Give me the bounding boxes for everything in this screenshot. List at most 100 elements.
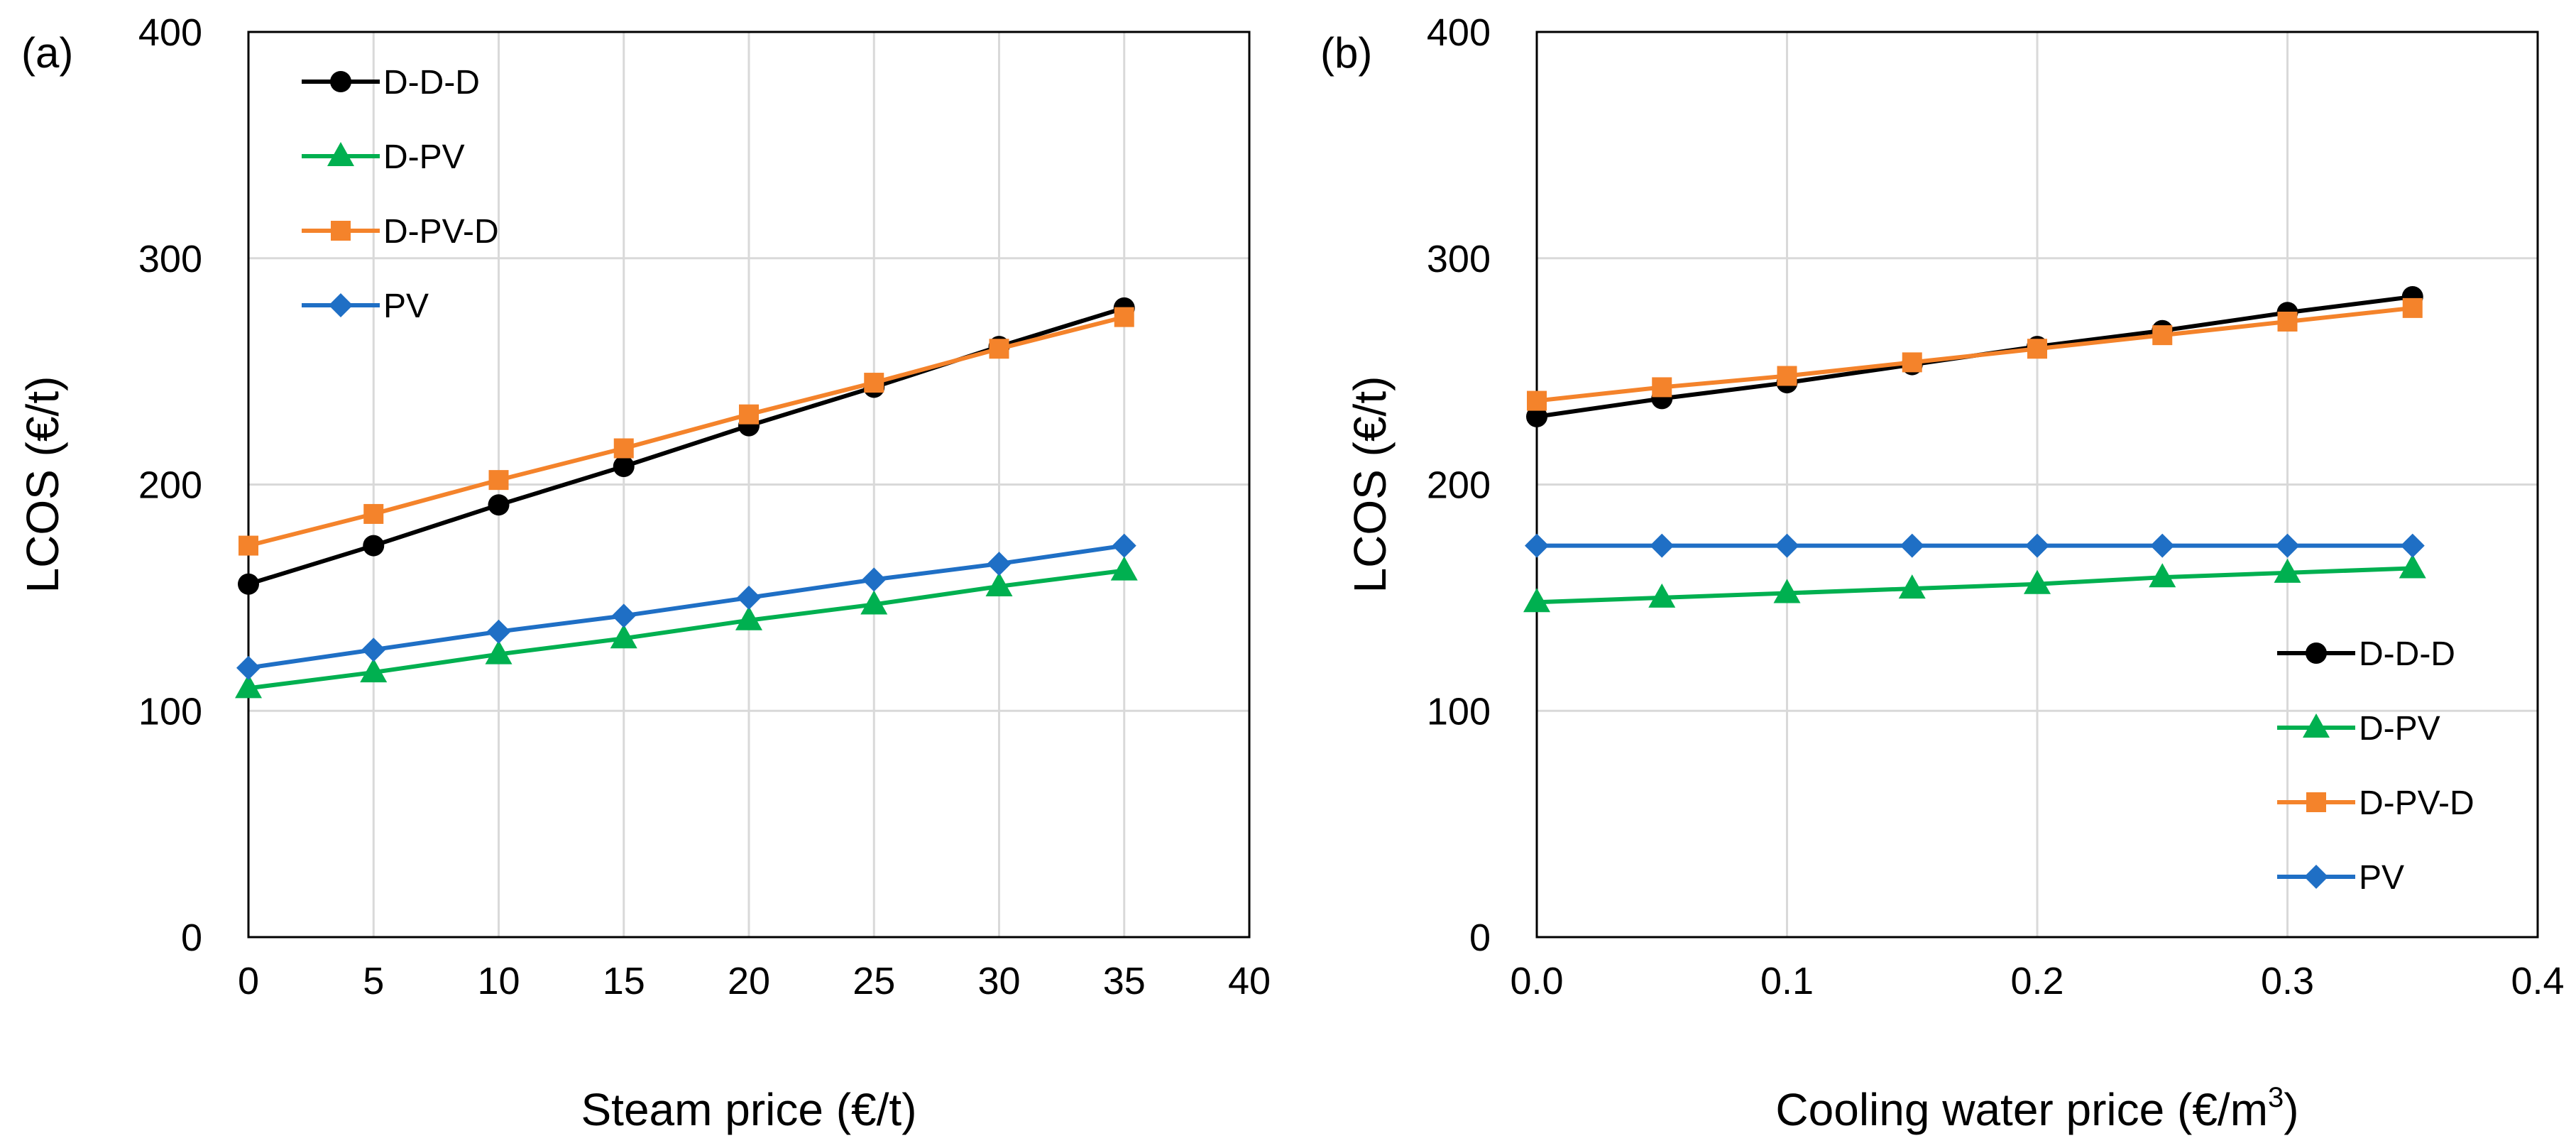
- data-point-1-1-3: [1898, 574, 1926, 599]
- y-tick-label-0-1: 100: [138, 690, 202, 733]
- data-point-0-3-7: [1112, 533, 1136, 558]
- data-point-0-2-6: [989, 339, 1009, 359]
- data-point-0-1-7: [1110, 556, 1138, 581]
- data-point-0-3-5: [862, 567, 887, 592]
- data-point-0-3-0: [236, 655, 261, 680]
- legend-label-0-0: D-D-D: [383, 64, 480, 102]
- legend-0: D-D-D D-PV D-PV-D PV: [302, 64, 499, 325]
- data-point-1-1-6: [2274, 558, 2301, 583]
- y-tick-label-1-3: 300: [1427, 238, 1491, 280]
- legend-marker-1-1: [2303, 713, 2330, 738]
- data-point-1-3-2: [1775, 533, 1799, 558]
- x-tick-label-1-0: 0.0: [1510, 960, 1563, 1002]
- data-point-1-2-5: [2152, 325, 2173, 346]
- series-line-1-1: [1536, 566, 2413, 605]
- data-point-0-2-0: [239, 535, 258, 556]
- data-point-1-3-6: [2275, 533, 2300, 558]
- data-point-0-2-1: [363, 503, 384, 524]
- x-tick-label-0-8: 40: [1228, 960, 1271, 1002]
- data-point-1-1-4: [2024, 569, 2051, 594]
- data-point-0-1-6: [985, 572, 1013, 596]
- data-point-1-2-3: [1902, 352, 1922, 373]
- data-point-0-1-0: [235, 674, 262, 699]
- data-point-0-1-3: [610, 624, 637, 649]
- legend-marker-0-1: [327, 142, 354, 166]
- legend-label-1-3: PV: [2359, 859, 2404, 897]
- data-point-1-1-0: [1523, 588, 1550, 613]
- chart-panel-1: 0.0 0.1 0.2 0.3 0.4 0 100 200 300 400 (b) LCOS (€/t…: [1320, 11, 2565, 1135]
- plot-frame-0: [247, 31, 1251, 939]
- x-tick-label-0-1: 5: [363, 960, 384, 1002]
- series-1-D-PV: [1523, 554, 2426, 613]
- data-point-0-1-2: [485, 640, 513, 665]
- x-tick-label-1-2: 0.2: [2010, 960, 2063, 1002]
- y-tick-label-0-2: 200: [138, 464, 202, 507]
- series-line-1-2: [1536, 305, 2413, 403]
- data-point-0-2-2: [488, 470, 509, 491]
- series-0-D-PV-D: [239, 307, 1134, 556]
- data-point-1-2-1: [1652, 377, 1672, 398]
- legend-marker-0-2: [331, 221, 351, 241]
- y-tick-label-1-0: 0: [1469, 917, 1491, 959]
- data-point-0-3-3: [611, 603, 636, 628]
- data-point-1-1-2: [1773, 579, 1801, 603]
- data-point-1-2-2: [1777, 366, 1797, 386]
- data-point-0-3-1: [361, 638, 386, 662]
- data-point-0-2-3: [613, 438, 634, 459]
- x-tick-label-0-3: 15: [603, 960, 645, 1002]
- series-1-PV: [1525, 533, 2425, 558]
- x-tick-label-1-1: 0.1: [1760, 960, 1814, 1002]
- series-line-0-2: [248, 315, 1125, 548]
- x-tick-label-0-5: 25: [853, 960, 895, 1002]
- plot-frame-1: [1535, 31, 2539, 939]
- legend-label-1-0: D-D-D: [2359, 635, 2455, 673]
- legend-label-0-1: D-PV: [383, 138, 465, 176]
- data-point-0-1-1: [360, 658, 388, 683]
- x-tick-label-0-0: 0: [238, 960, 259, 1002]
- legend-marker-1-0: [2306, 642, 2327, 664]
- data-point-1-3-4: [2025, 533, 2049, 558]
- x-tick-label-0-7: 35: [1103, 960, 1146, 1002]
- data-point-1-3-3: [1900, 533, 1924, 558]
- data-point-0-0-0: [238, 573, 259, 595]
- data-point-1-3-1: [1650, 533, 1675, 558]
- y-tick-label-1-2: 200: [1427, 464, 1491, 507]
- legend-label-1-2: D-PV-D: [2359, 784, 2474, 822]
- x-axis-title-suffix-1: ): [2284, 1084, 2298, 1135]
- data-point-1-2-0: [1527, 390, 1547, 411]
- panel-label-1: (b): [1320, 29, 1372, 77]
- y-axis-title-0: LCOS (€/t): [17, 376, 68, 594]
- data-point-0-0-2: [488, 494, 510, 516]
- legend-marker-0-0: [330, 71, 351, 92]
- y-axis-title-1: LCOS (€/t): [1344, 376, 1396, 594]
- series-line-0-1: [248, 568, 1125, 691]
- series-0-D-PV: [235, 556, 1138, 699]
- data-point-0-0-1: [363, 535, 385, 557]
- data-point-0-3-2: [486, 619, 511, 644]
- legend-marker-1-2: [2306, 792, 2326, 812]
- data-point-0-0-3: [613, 456, 635, 477]
- data-point-1-1-7: [2399, 554, 2426, 579]
- x-tick-label-0-2: 10: [477, 960, 520, 1002]
- series-1-D-PV-D: [1527, 297, 2423, 411]
- series-0-PV: [236, 533, 1136, 680]
- data-point-1-3-7: [2400, 533, 2425, 558]
- x-tick-label-1-3: 0.3: [2261, 960, 2314, 1002]
- legend-marker-1-3: [2304, 865, 2328, 889]
- legend-label-1-1: D-PV: [2359, 710, 2440, 748]
- x-axis-title-0: Steam price (€/t): [581, 1084, 916, 1135]
- data-point-0-1-4: [735, 606, 762, 630]
- data-point-1-3-0: [1525, 533, 1549, 558]
- y-tick-label-0-0: 0: [181, 917, 202, 959]
- y-tick-label-0-3: 300: [138, 238, 202, 280]
- data-point-0-2-7: [1114, 307, 1134, 327]
- data-point-1-1-5: [2149, 563, 2176, 588]
- data-point-0-2-5: [864, 373, 884, 393]
- data-point-0-3-4: [737, 585, 761, 610]
- data-point-0-3-6: [987, 552, 1012, 576]
- x-tick-label-1-4: 0.4: [2511, 960, 2564, 1002]
- data-point-0-1-5: [860, 590, 888, 615]
- legend-label-0-3: PV: [383, 288, 429, 325]
